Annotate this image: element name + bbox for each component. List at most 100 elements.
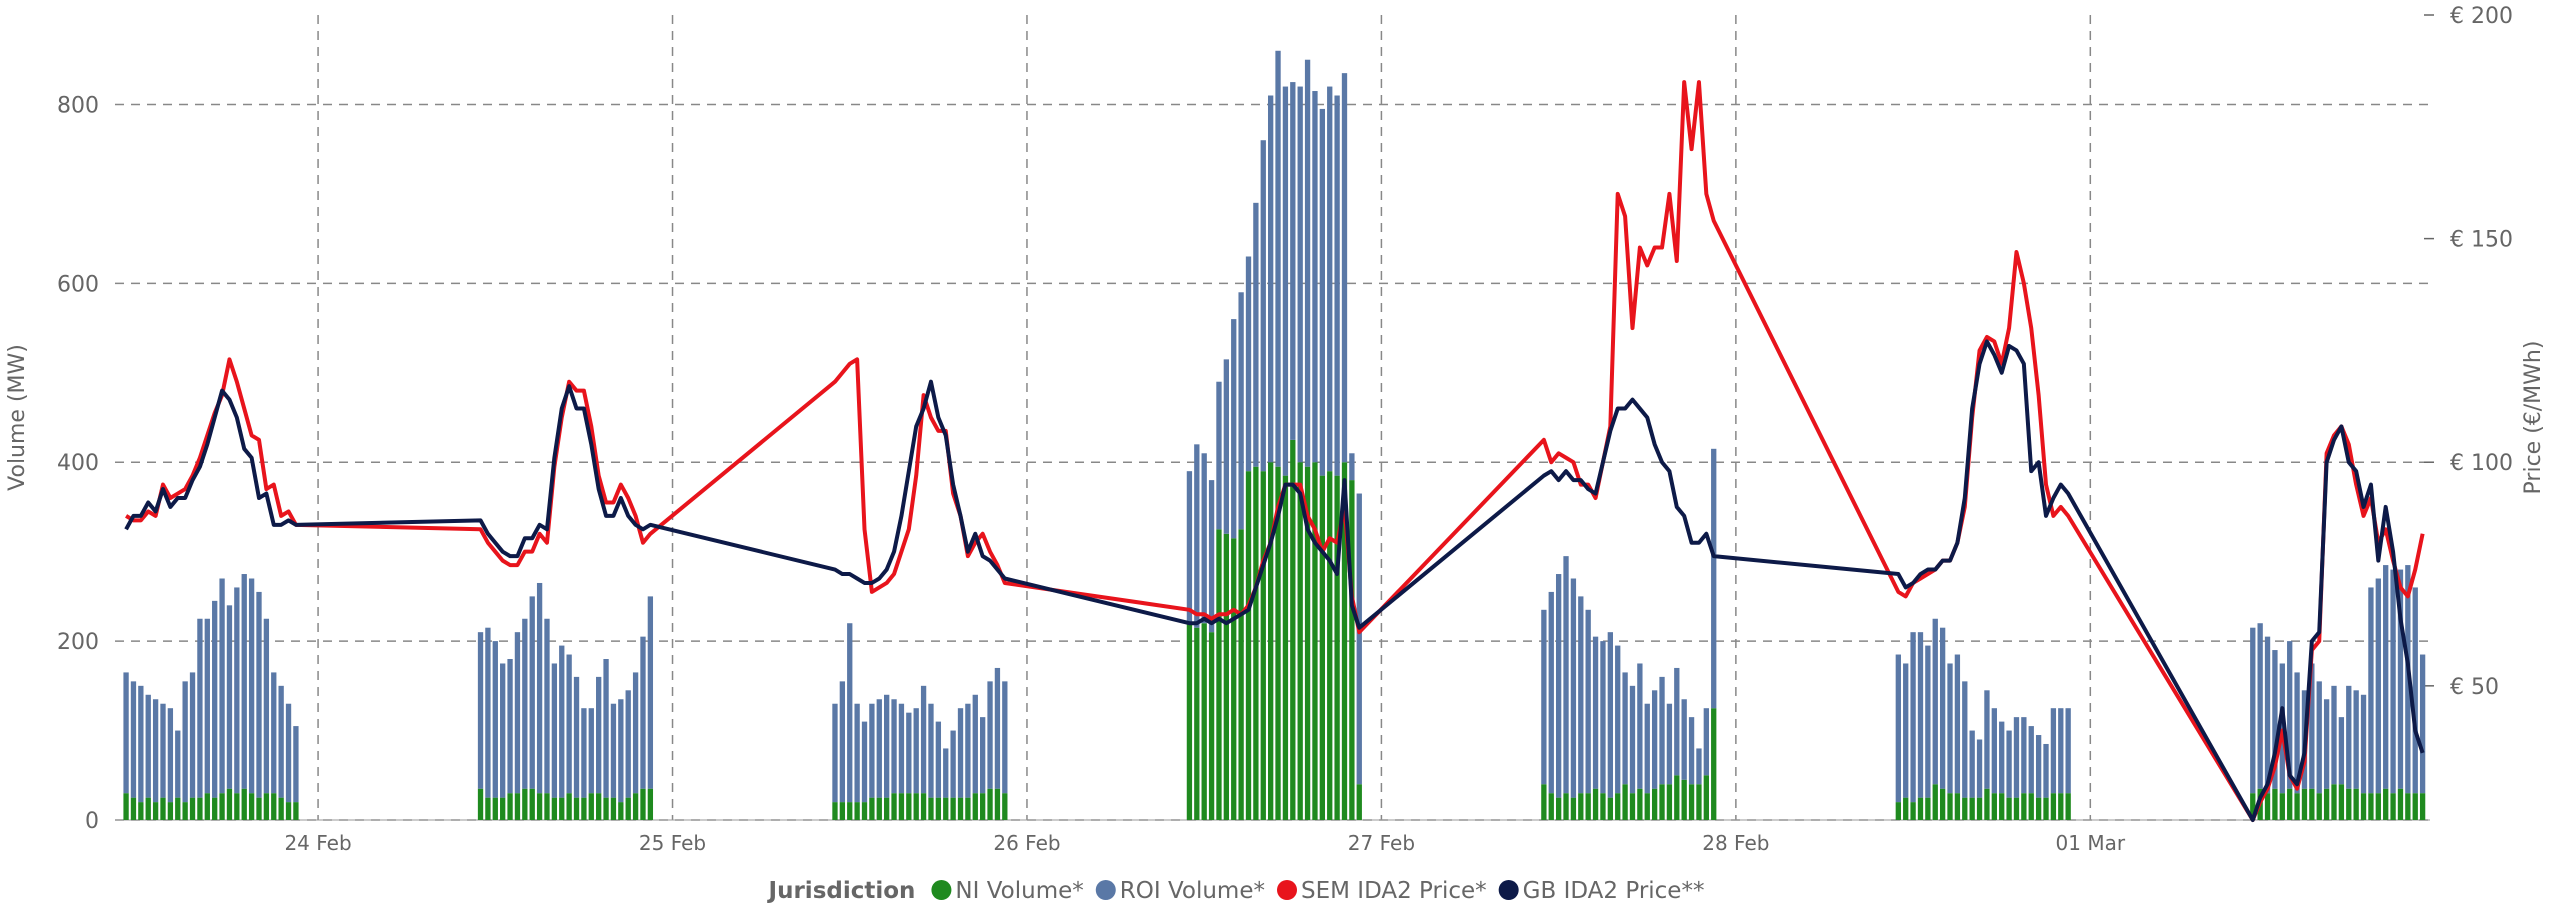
bar — [226, 788, 233, 820]
legend-label: NI Volume* — [955, 878, 1083, 904]
bar — [536, 793, 543, 820]
bar — [1688, 717, 1695, 785]
bar — [2338, 717, 2345, 785]
bar — [1917, 797, 1924, 820]
bar — [2375, 793, 2381, 820]
bar — [2353, 788, 2359, 820]
bar — [2383, 788, 2389, 820]
legend-label: GB IDA2 Price** — [1523, 878, 1705, 904]
bar — [935, 721, 942, 798]
bar — [2309, 663, 2315, 789]
bar — [884, 797, 890, 820]
bar — [861, 721, 868, 803]
bar — [544, 618, 550, 794]
bar — [1939, 788, 1946, 820]
bar — [928, 703, 934, 798]
bar — [167, 708, 174, 803]
bar — [2294, 793, 2300, 820]
bar — [293, 802, 299, 820]
bar — [167, 802, 174, 820]
bar — [263, 793, 270, 820]
bar — [2013, 797, 2020, 820]
bar — [477, 632, 484, 789]
bar — [647, 788, 654, 820]
bar — [1629, 685, 1636, 794]
bar — [2035, 797, 2042, 820]
bar — [1681, 699, 1687, 780]
x-tick-label: 01 Mar — [2056, 831, 2126, 855]
bar — [965, 797, 971, 820]
bar — [566, 793, 572, 820]
bar — [2006, 730, 2012, 798]
bar — [2323, 788, 2330, 820]
y2-tick-label: € 50 — [2450, 675, 2499, 700]
x-tick-label: 25 Feb — [639, 831, 706, 855]
bar — [2043, 743, 2049, 798]
bar — [1282, 475, 1289, 820]
bar — [913, 708, 919, 794]
bar — [1607, 632, 1613, 798]
bar — [2287, 788, 2293, 820]
bar — [130, 797, 137, 820]
bar — [1223, 359, 1230, 534]
bar — [1334, 95, 1340, 476]
bar — [2383, 565, 2389, 789]
bar — [219, 793, 225, 820]
bar — [559, 645, 565, 798]
bar — [1910, 802, 1916, 820]
bar — [588, 708, 594, 794]
bar — [847, 623, 853, 803]
bar — [898, 703, 905, 794]
bar — [2419, 654, 2426, 794]
bar — [1903, 797, 1909, 820]
bar — [1666, 703, 1673, 785]
bar — [2390, 793, 2396, 820]
bar — [1644, 793, 1650, 820]
legend-title: Jurisdiction — [767, 878, 916, 904]
bar — [1659, 676, 1665, 785]
bar — [1615, 645, 1621, 794]
bar — [182, 681, 188, 803]
legend-label: ROI Volume* — [1120, 878, 1265, 904]
bar — [1592, 788, 1599, 820]
bar — [1637, 788, 1643, 820]
bar — [2316, 793, 2322, 820]
bar — [241, 574, 247, 789]
bar — [906, 793, 912, 820]
bar — [2360, 694, 2367, 794]
bar — [2264, 793, 2271, 820]
bar — [123, 793, 129, 820]
bar — [485, 797, 491, 820]
bar — [2028, 793, 2034, 820]
y-tick-label: 800 — [57, 93, 99, 118]
bar — [1563, 793, 1569, 820]
bar — [1696, 748, 1702, 785]
bar — [1334, 475, 1340, 820]
bar — [1703, 775, 1709, 820]
bar — [2272, 788, 2278, 820]
bar — [2294, 672, 2300, 794]
bar — [2021, 793, 2027, 820]
bar — [1208, 480, 1215, 633]
bar — [2405, 793, 2411, 820]
bar — [1939, 627, 1946, 789]
bar — [1711, 708, 1717, 820]
bar — [1356, 784, 1362, 820]
bar — [2390, 569, 2396, 794]
bar — [1563, 556, 1569, 794]
bar — [987, 681, 993, 789]
bar — [1216, 381, 1222, 530]
bar — [1999, 721, 2005, 794]
bar — [1629, 793, 1636, 820]
bar — [212, 600, 218, 798]
bar — [1253, 202, 1259, 467]
bar — [1186, 471, 1193, 624]
bar — [2257, 623, 2263, 789]
bar — [2368, 587, 2374, 794]
bar — [1570, 797, 1577, 820]
bar — [876, 699, 882, 798]
x-tick-label: 27 Feb — [1348, 831, 1415, 855]
bar — [972, 793, 978, 820]
bar — [1999, 793, 2005, 820]
